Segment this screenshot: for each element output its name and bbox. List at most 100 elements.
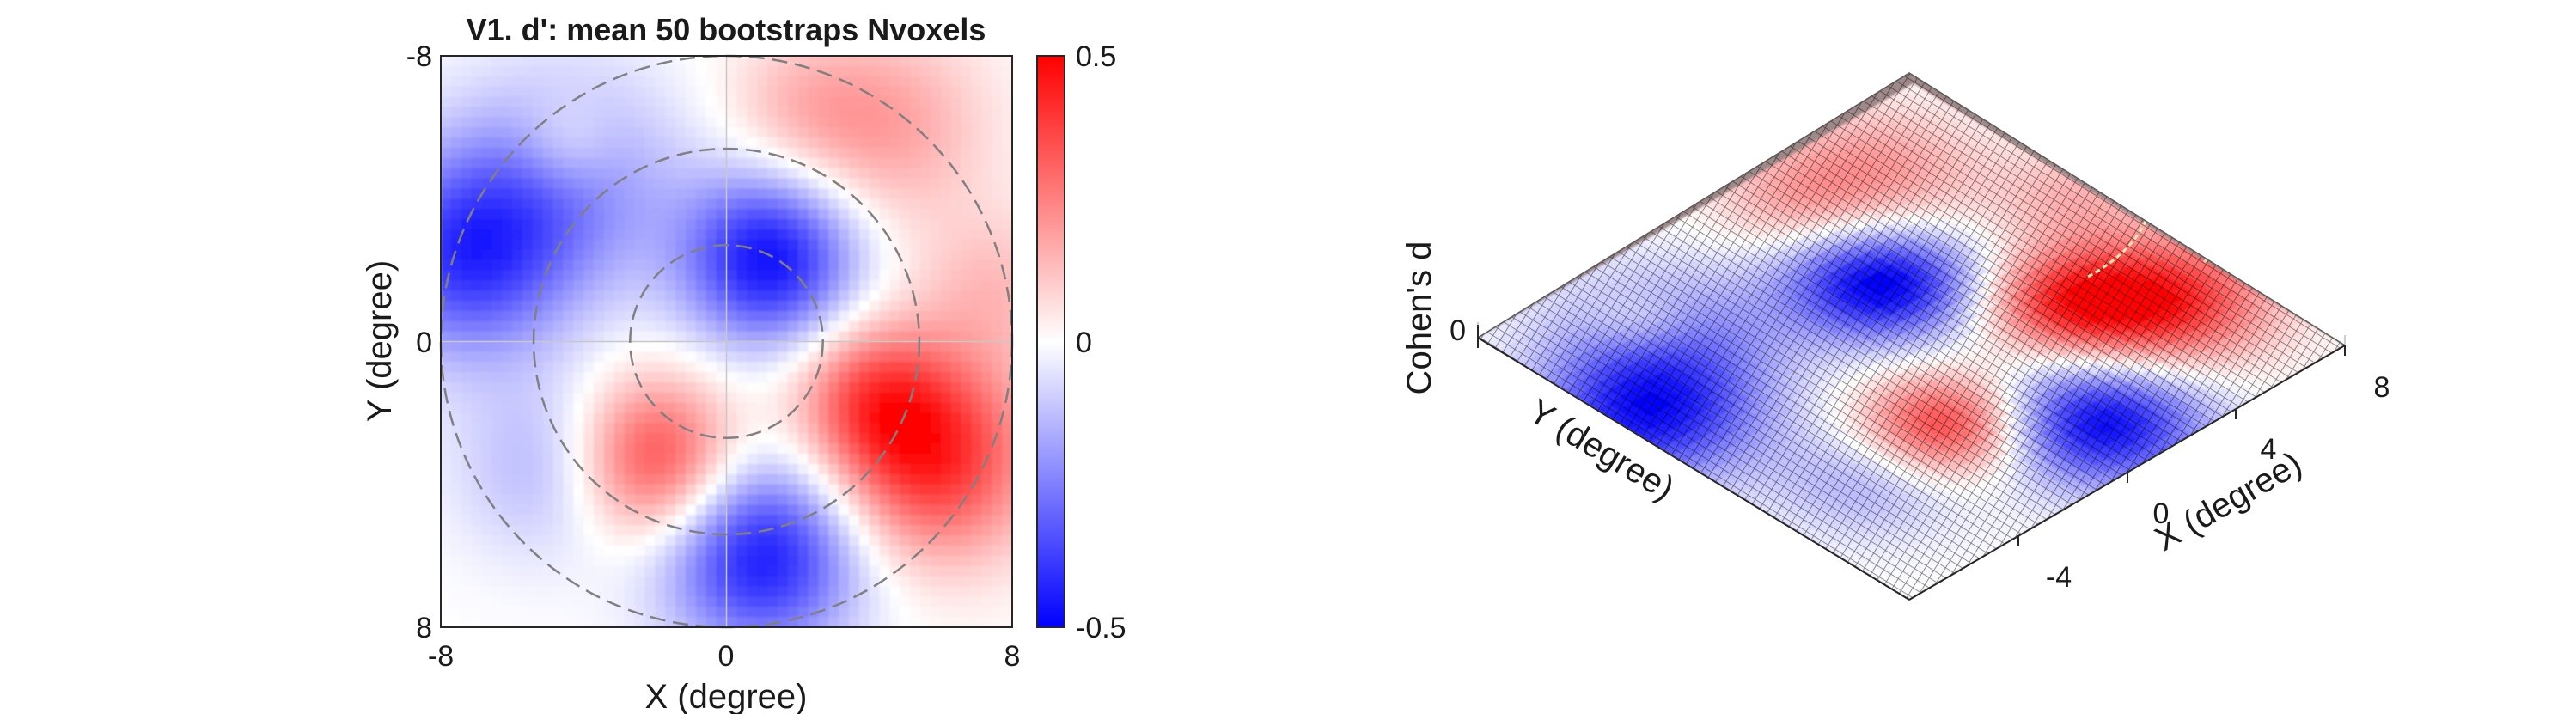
heatmap-cell [797, 484, 809, 496]
heatmap-cell [441, 178, 452, 189]
heatmap-cell [1002, 525, 1012, 536]
heatmap-cell [695, 56, 707, 67]
heatmap-cell [1002, 351, 1012, 363]
heatmap-cell [613, 586, 626, 597]
heatmap-cell [879, 137, 891, 149]
heatmap-cell [981, 351, 992, 363]
heatmap-cell [757, 565, 768, 577]
heatmap-cell [839, 209, 850, 220]
heatmap-cell [747, 535, 758, 546]
heatmap-cell [920, 535, 931, 546]
heatmap-cell [655, 555, 666, 567]
heatmap-cell [889, 535, 900, 546]
heatmap-cell [736, 310, 748, 322]
heatmap-cell [563, 168, 574, 180]
heatmap-cell [757, 362, 768, 373]
surface-x-tick-marks [2017, 345, 2346, 546]
heatmap-cell [971, 239, 982, 251]
heatmap-cell [644, 96, 656, 107]
heatmap-cell [644, 270, 656, 281]
heatmap-cell [757, 433, 768, 444]
heatmap-cell [849, 96, 860, 107]
heatmap-cell [522, 362, 534, 373]
heatmap-cell [992, 596, 1003, 607]
heatmap-cell [563, 565, 574, 577]
heatmap-cell [644, 412, 656, 424]
heatmap-cell [818, 576, 829, 588]
heatmap-cell [757, 351, 768, 363]
heatmap-cell [900, 209, 911, 220]
heatmap-cell [797, 117, 809, 128]
heatmap-cell [573, 259, 584, 271]
heatmap-cell [563, 546, 574, 557]
heatmap-cell [818, 331, 829, 343]
heatmap-cell [583, 607, 595, 618]
heatmap-cell [910, 576, 921, 588]
heatmap-cell [818, 473, 829, 485]
heatmap-cell [604, 157, 615, 169]
heatmap-cell [961, 576, 973, 588]
heatmap-cell [686, 341, 697, 352]
heatmap-cell [747, 137, 758, 149]
heatmap-cell [971, 607, 982, 618]
heatmap-cell [532, 178, 544, 189]
heatmap-cell [634, 107, 646, 118]
heatmap-cell [858, 331, 870, 343]
heatmap-cell [747, 515, 758, 526]
heatmap-cell [900, 362, 911, 373]
heatmap-cell [716, 473, 728, 485]
heatmap-cell [532, 270, 544, 281]
heatmap-cell [767, 76, 778, 88]
heatmap-cell [705, 351, 717, 363]
heatmap-cell [920, 382, 931, 394]
heatmap-cell [879, 86, 891, 98]
heatmap-cell [920, 504, 931, 516]
heatmap-cell [777, 464, 789, 475]
heatmap-cell [471, 127, 483, 138]
heatmap-cell [522, 157, 534, 169]
heatmap-cell [858, 270, 870, 281]
heatmap-cell [797, 382, 809, 394]
heatmap-cell [920, 362, 931, 373]
heatmap-cell [818, 535, 829, 546]
heatmap-cell [471, 617, 483, 627]
heatmap-cell [450, 484, 462, 496]
heatmap-cell [757, 402, 768, 414]
heatmap-cell [481, 107, 492, 118]
heatmap-cell [787, 372, 799, 383]
heatmap-cell [471, 535, 483, 546]
heatmap-cell [522, 96, 534, 107]
heatmap-cell [726, 546, 737, 557]
heatmap-cell [900, 178, 911, 189]
heatmap-cell [1002, 56, 1012, 67]
heatmap-cell [828, 607, 839, 618]
heatmap-cell [971, 546, 982, 557]
heatmap-cell [441, 76, 452, 88]
heatmap-cell [604, 464, 615, 475]
surface-x-tick-0: -4 [2046, 561, 2072, 594]
heatmap-cell [808, 392, 819, 404]
heatmap-cell [634, 86, 646, 98]
heatmap-cell [461, 301, 473, 312]
heatmap-cell [787, 76, 799, 88]
heatmap-cell [767, 270, 778, 281]
heatmap-cell [542, 596, 554, 607]
heatmap-cell [961, 96, 973, 107]
heatmap-cell [950, 535, 962, 546]
heatmap-cell [686, 290, 697, 302]
heatmap-cell [512, 525, 523, 536]
heatmap-cell [736, 372, 748, 383]
heatmap-cell [583, 402, 595, 414]
heatmap-cell [441, 454, 452, 465]
surface-x-tick-3: 8 [2374, 371, 2390, 404]
heatmap-cell [736, 464, 748, 475]
heatmap-cell [777, 423, 789, 434]
heatmap-cell [900, 443, 911, 455]
heatmap-cell [644, 617, 656, 627]
heatmap-cell [552, 607, 565, 618]
heatmap-cell [777, 454, 789, 465]
heatmap-cell [910, 484, 921, 496]
heatmap-cell [665, 65, 676, 77]
heatmap-cell [961, 565, 973, 577]
heatmap-cell [705, 259, 717, 271]
